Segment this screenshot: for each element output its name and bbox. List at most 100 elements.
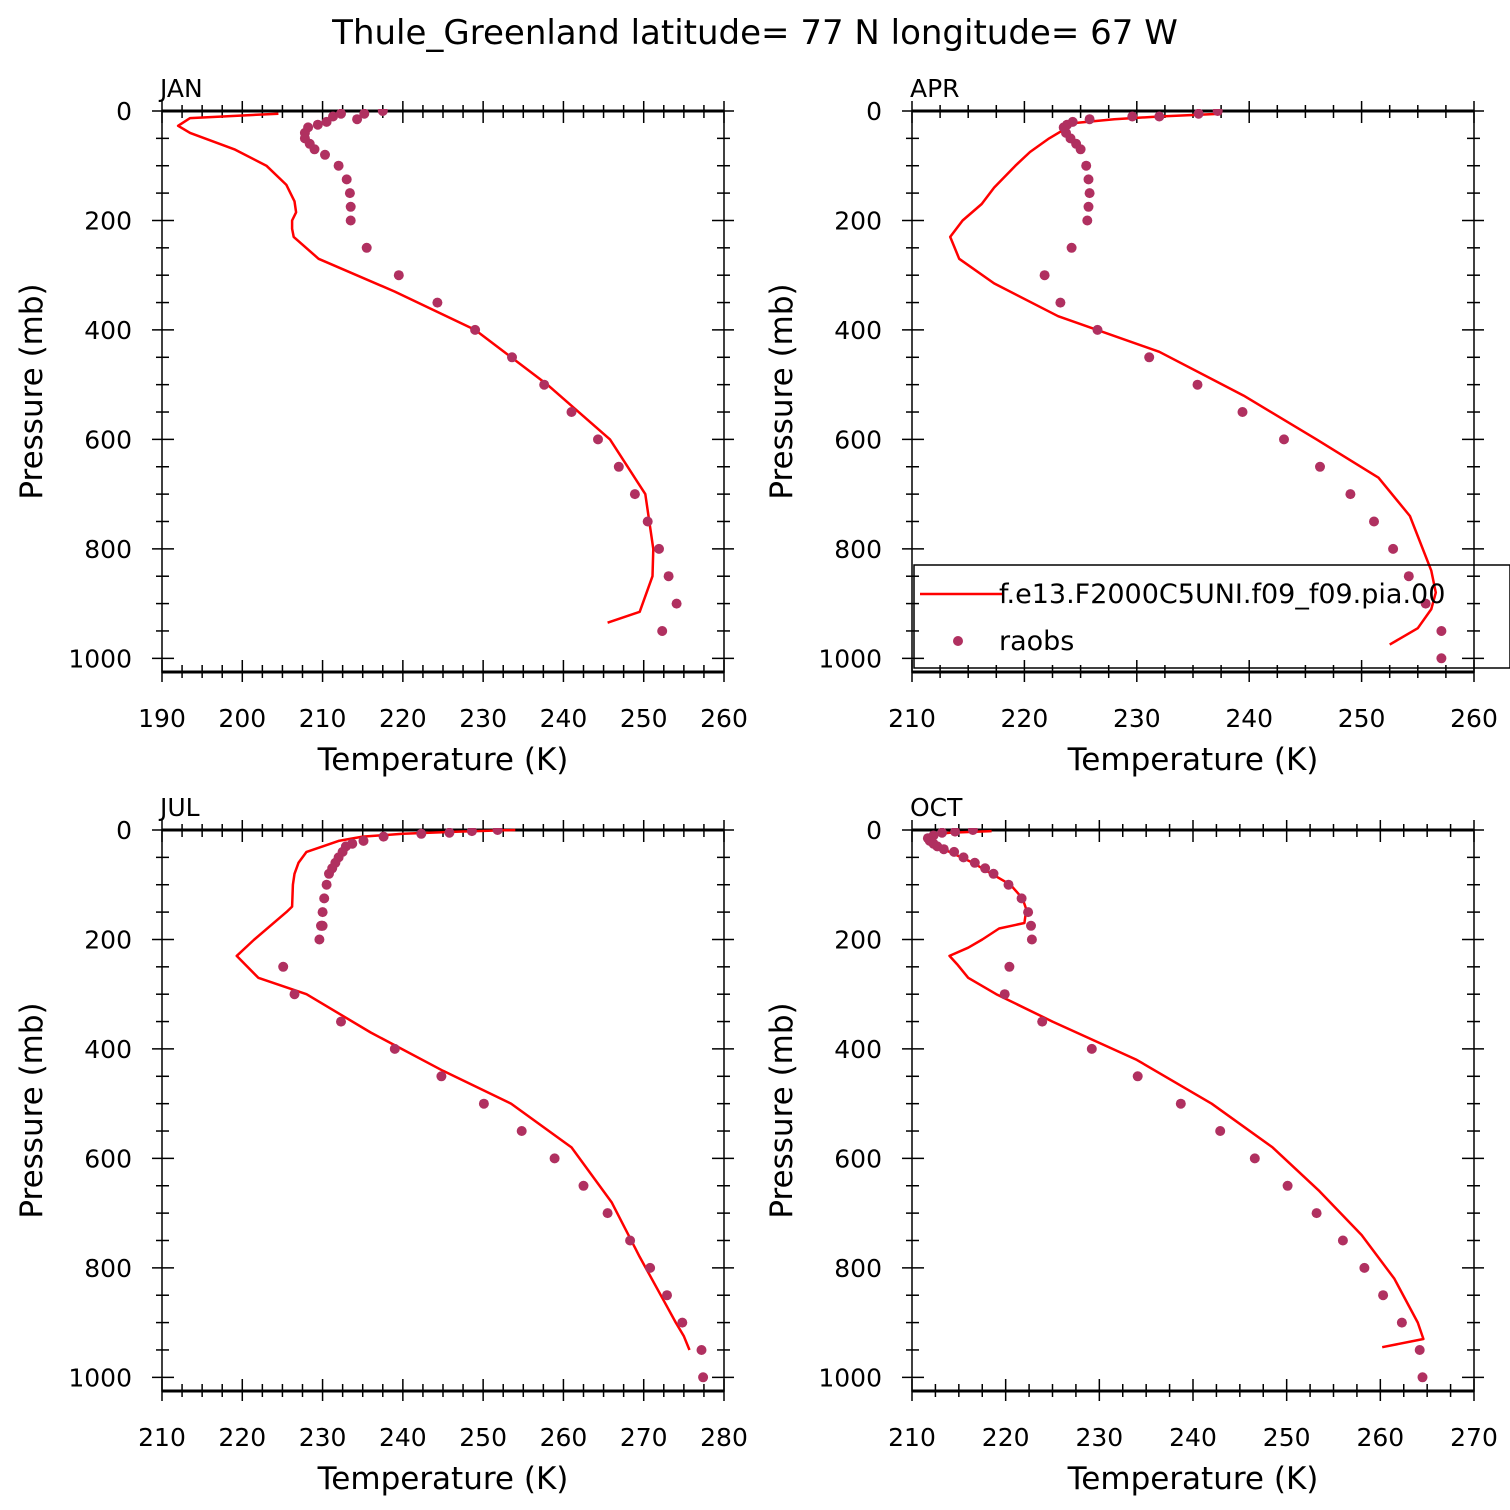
panel-title: OCT bbox=[910, 793, 963, 822]
panel-jul: 210 220 230 240 250 260 270 280 0 200 400 600 800 100… bbox=[14, 793, 748, 1497]
x-tick-label: 220 bbox=[982, 1423, 1030, 1452]
raobs-point bbox=[1237, 407, 1248, 417]
raobs-point bbox=[642, 516, 653, 527]
raobs-point bbox=[359, 109, 370, 119]
raobs-point bbox=[319, 893, 330, 904]
raobs-point bbox=[470, 324, 481, 335]
legend-obs-label: raobs bbox=[999, 626, 1074, 657]
panel-title: JAN bbox=[158, 74, 203, 103]
raobs-point bbox=[1084, 114, 1095, 125]
y-axis-title: Pressure (mb) bbox=[764, 283, 800, 499]
raobs-point bbox=[389, 1043, 400, 1054]
raobs-point bbox=[1420, 598, 1431, 609]
raobs-point bbox=[321, 116, 332, 127]
raobs-point bbox=[677, 1317, 688, 1328]
raobs-point bbox=[654, 543, 664, 554]
plot-data bbox=[948, 109, 1447, 664]
x-tick-label: 190 bbox=[138, 704, 186, 733]
y-tick-label: 200 bbox=[834, 925, 882, 954]
raobs-point bbox=[969, 857, 980, 868]
raobs-point bbox=[593, 434, 603, 445]
y-axis-title: Pressure (mb) bbox=[14, 1002, 50, 1218]
x-tick-label: 240 bbox=[540, 704, 588, 733]
raobs-point bbox=[578, 1180, 589, 1191]
raobs-point bbox=[1215, 1126, 1226, 1136]
raobs-point bbox=[1016, 893, 1027, 904]
raobs-point bbox=[629, 489, 640, 500]
raobs-point bbox=[436, 1071, 447, 1082]
raobs-point bbox=[1345, 489, 1356, 500]
y-tick-label: 400 bbox=[84, 316, 132, 345]
raobs-point bbox=[937, 828, 947, 838]
raobs-point bbox=[377, 109, 388, 116]
raobs-point bbox=[999, 989, 1010, 1000]
raobs-point bbox=[657, 626, 668, 636]
page-title: Thule_Greenland latitude= 77 N longitude… bbox=[331, 13, 1178, 53]
plot-data bbox=[922, 828, 1428, 1383]
raobs-point bbox=[1282, 1180, 1293, 1191]
x-tick-label: 250 bbox=[459, 1423, 507, 1452]
plot-frame bbox=[161, 829, 725, 1392]
raobs-point bbox=[345, 201, 356, 212]
raobs-point bbox=[1193, 109, 1204, 119]
raobs-point bbox=[1039, 270, 1050, 281]
raobs-point bbox=[378, 831, 389, 842]
raobs-point bbox=[1279, 434, 1289, 445]
legend-box bbox=[913, 564, 1510, 669]
raobs-point bbox=[1026, 920, 1036, 931]
raobs-point bbox=[1337, 1235, 1348, 1246]
plot-data bbox=[176, 109, 682, 636]
plot-frame bbox=[911, 829, 1475, 1392]
raobs-point bbox=[1414, 1345, 1425, 1355]
raobs-point bbox=[466, 828, 477, 837]
raobs-point bbox=[613, 461, 624, 472]
raobs-point bbox=[549, 1153, 560, 1164]
raobs-point bbox=[1315, 461, 1325, 472]
raobs-point bbox=[361, 242, 372, 253]
x-tick-label: 270 bbox=[1450, 1423, 1498, 1452]
raobs-point bbox=[1127, 111, 1138, 122]
y-tick-label: 0 bbox=[866, 816, 882, 845]
raobs-point bbox=[1084, 188, 1095, 199]
y-tick-label: 400 bbox=[834, 1035, 882, 1064]
legend-model-label: f.e13.F2000C5UNI.f09_f09.pia.00 bbox=[999, 579, 1445, 610]
raobs-point bbox=[988, 868, 999, 879]
raobs-point bbox=[1132, 1071, 1143, 1082]
y-axis-title: Pressure (mb) bbox=[764, 1002, 800, 1218]
raobs-point bbox=[625, 1235, 636, 1246]
x-tick-label: 240 bbox=[1169, 1423, 1217, 1452]
raobs-point bbox=[1004, 961, 1015, 972]
raobs-point bbox=[333, 160, 344, 171]
plot-data bbox=[235, 828, 709, 1383]
raobs-point bbox=[341, 174, 352, 185]
y-tick-label: 200 bbox=[84, 925, 132, 954]
raobs-point bbox=[1359, 1262, 1370, 1273]
x-axis-title: Temperature (K) bbox=[317, 742, 569, 778]
raobs-point bbox=[1026, 934, 1037, 945]
raobs-point bbox=[317, 907, 328, 918]
x-tick-label: 260 bbox=[1450, 704, 1498, 733]
raobs-point bbox=[967, 828, 978, 835]
raobs-point bbox=[289, 989, 300, 1000]
raobs-point bbox=[352, 114, 363, 125]
x-tick-label: 220 bbox=[379, 704, 427, 733]
raobs-point bbox=[566, 407, 577, 417]
raobs-point bbox=[1066, 242, 1077, 253]
panel-title: APR bbox=[910, 74, 960, 103]
y-tick-label: 1000 bbox=[68, 644, 132, 673]
x-tick-label: 240 bbox=[379, 1423, 427, 1452]
model-profile-line bbox=[924, 829, 1425, 1349]
x-axis-title: Temperature (K) bbox=[1067, 1461, 1319, 1497]
raobs-point bbox=[478, 1098, 489, 1109]
x-tick-label: 230 bbox=[299, 1423, 347, 1452]
raobs-point bbox=[1092, 324, 1103, 335]
raobs-point bbox=[321, 879, 332, 890]
raobs-point bbox=[345, 215, 356, 226]
raobs-point bbox=[539, 379, 550, 390]
x-tick-label: 210 bbox=[138, 1423, 186, 1452]
raobs-point bbox=[958, 852, 969, 863]
raobs-point bbox=[516, 1126, 527, 1136]
